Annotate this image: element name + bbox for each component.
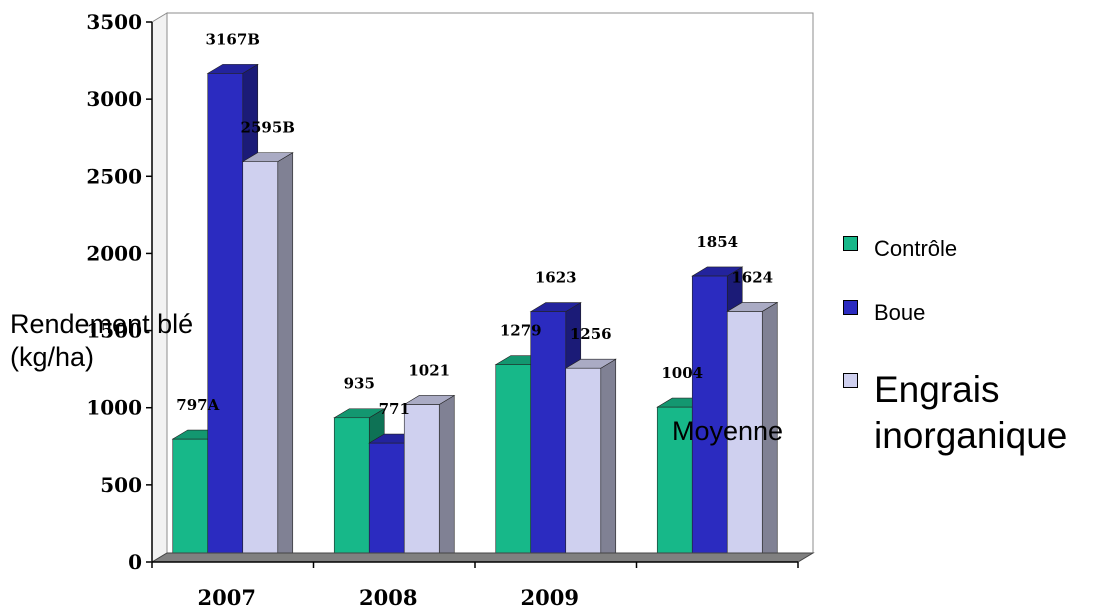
bar-side — [600, 358, 617, 563]
x-axis: 2007 2008 2009 — [150, 552, 815, 610]
legend-label-engrais: Engrais inorganique — [874, 369, 1068, 456]
data-label: 1623 — [535, 269, 577, 287]
bars — [171, 63, 779, 563]
y-tick-label: 1000 — [86, 396, 142, 420]
data-label: 3167B — [206, 30, 260, 48]
x-tick-label: 2009 — [521, 585, 579, 610]
floor — [150, 552, 815, 563]
y-tick-label: 2500 — [86, 164, 142, 188]
bar — [530, 311, 567, 563]
y-axis: 0 500 1000 1500 2000 2500 3000 3500 — [86, 10, 153, 574]
side-wall — [151, 12, 168, 563]
bar — [333, 417, 370, 563]
data-label: 1854 — [696, 233, 738, 251]
legend-swatch-controle — [843, 236, 858, 251]
y-tick-label: 2000 — [86, 241, 142, 265]
legend-swatch-boue — [843, 300, 858, 315]
legend-label-controle: Contrôle — [874, 236, 958, 261]
bar-top — [333, 408, 386, 419]
data-label: 1624 — [731, 268, 773, 286]
legend-item-boue: Boue — [843, 300, 925, 326]
bar — [565, 367, 602, 563]
bar-top — [691, 266, 744, 277]
data-label: 1021 — [408, 361, 450, 379]
bar-side — [438, 394, 455, 563]
bar — [368, 442, 405, 563]
legend-item-controle: Contrôle — [843, 236, 957, 262]
bar-top — [206, 64, 259, 74]
legend-swatch-engrais — [843, 373, 858, 388]
y-axis-label: Rendement blé (kg/ha) — [10, 309, 194, 372]
bar — [691, 275, 728, 563]
data-label: 1279 — [500, 322, 542, 340]
data-label: 771 — [379, 400, 410, 418]
y-tick-label: 3000 — [86, 87, 142, 111]
bar — [656, 406, 693, 563]
y-tick-label: 1500 — [86, 319, 142, 343]
bar-top — [403, 395, 456, 405]
y-tick-label: 3500 — [86, 10, 142, 34]
bar-top — [564, 358, 617, 369]
annotation-moyenne: Moyenne — [672, 416, 784, 446]
data-label: 935 — [344, 375, 375, 393]
x-tick-label: 2007 — [198, 585, 256, 610]
bar-top — [529, 302, 582, 312]
bar — [172, 438, 209, 563]
bar-top — [726, 302, 779, 312]
legend-label-boue: Boue — [874, 300, 926, 325]
data-label: 1256 — [570, 325, 612, 343]
data-label: 2595B — [241, 119, 295, 137]
bar — [403, 404, 440, 563]
bar — [726, 311, 763, 563]
data-label: 797A — [176, 396, 219, 414]
bar-side — [277, 152, 294, 563]
bar — [495, 364, 532, 563]
x-tick-label: 2008 — [359, 585, 417, 610]
y-tick-label: 0 — [128, 550, 142, 574]
bar — [207, 73, 244, 563]
data-label: 1004 — [661, 364, 703, 382]
y-tick-label: 500 — [100, 473, 142, 497]
bar-top — [241, 152, 294, 162]
legend-item-engrais: Engrais inorganique — [843, 367, 1079, 459]
